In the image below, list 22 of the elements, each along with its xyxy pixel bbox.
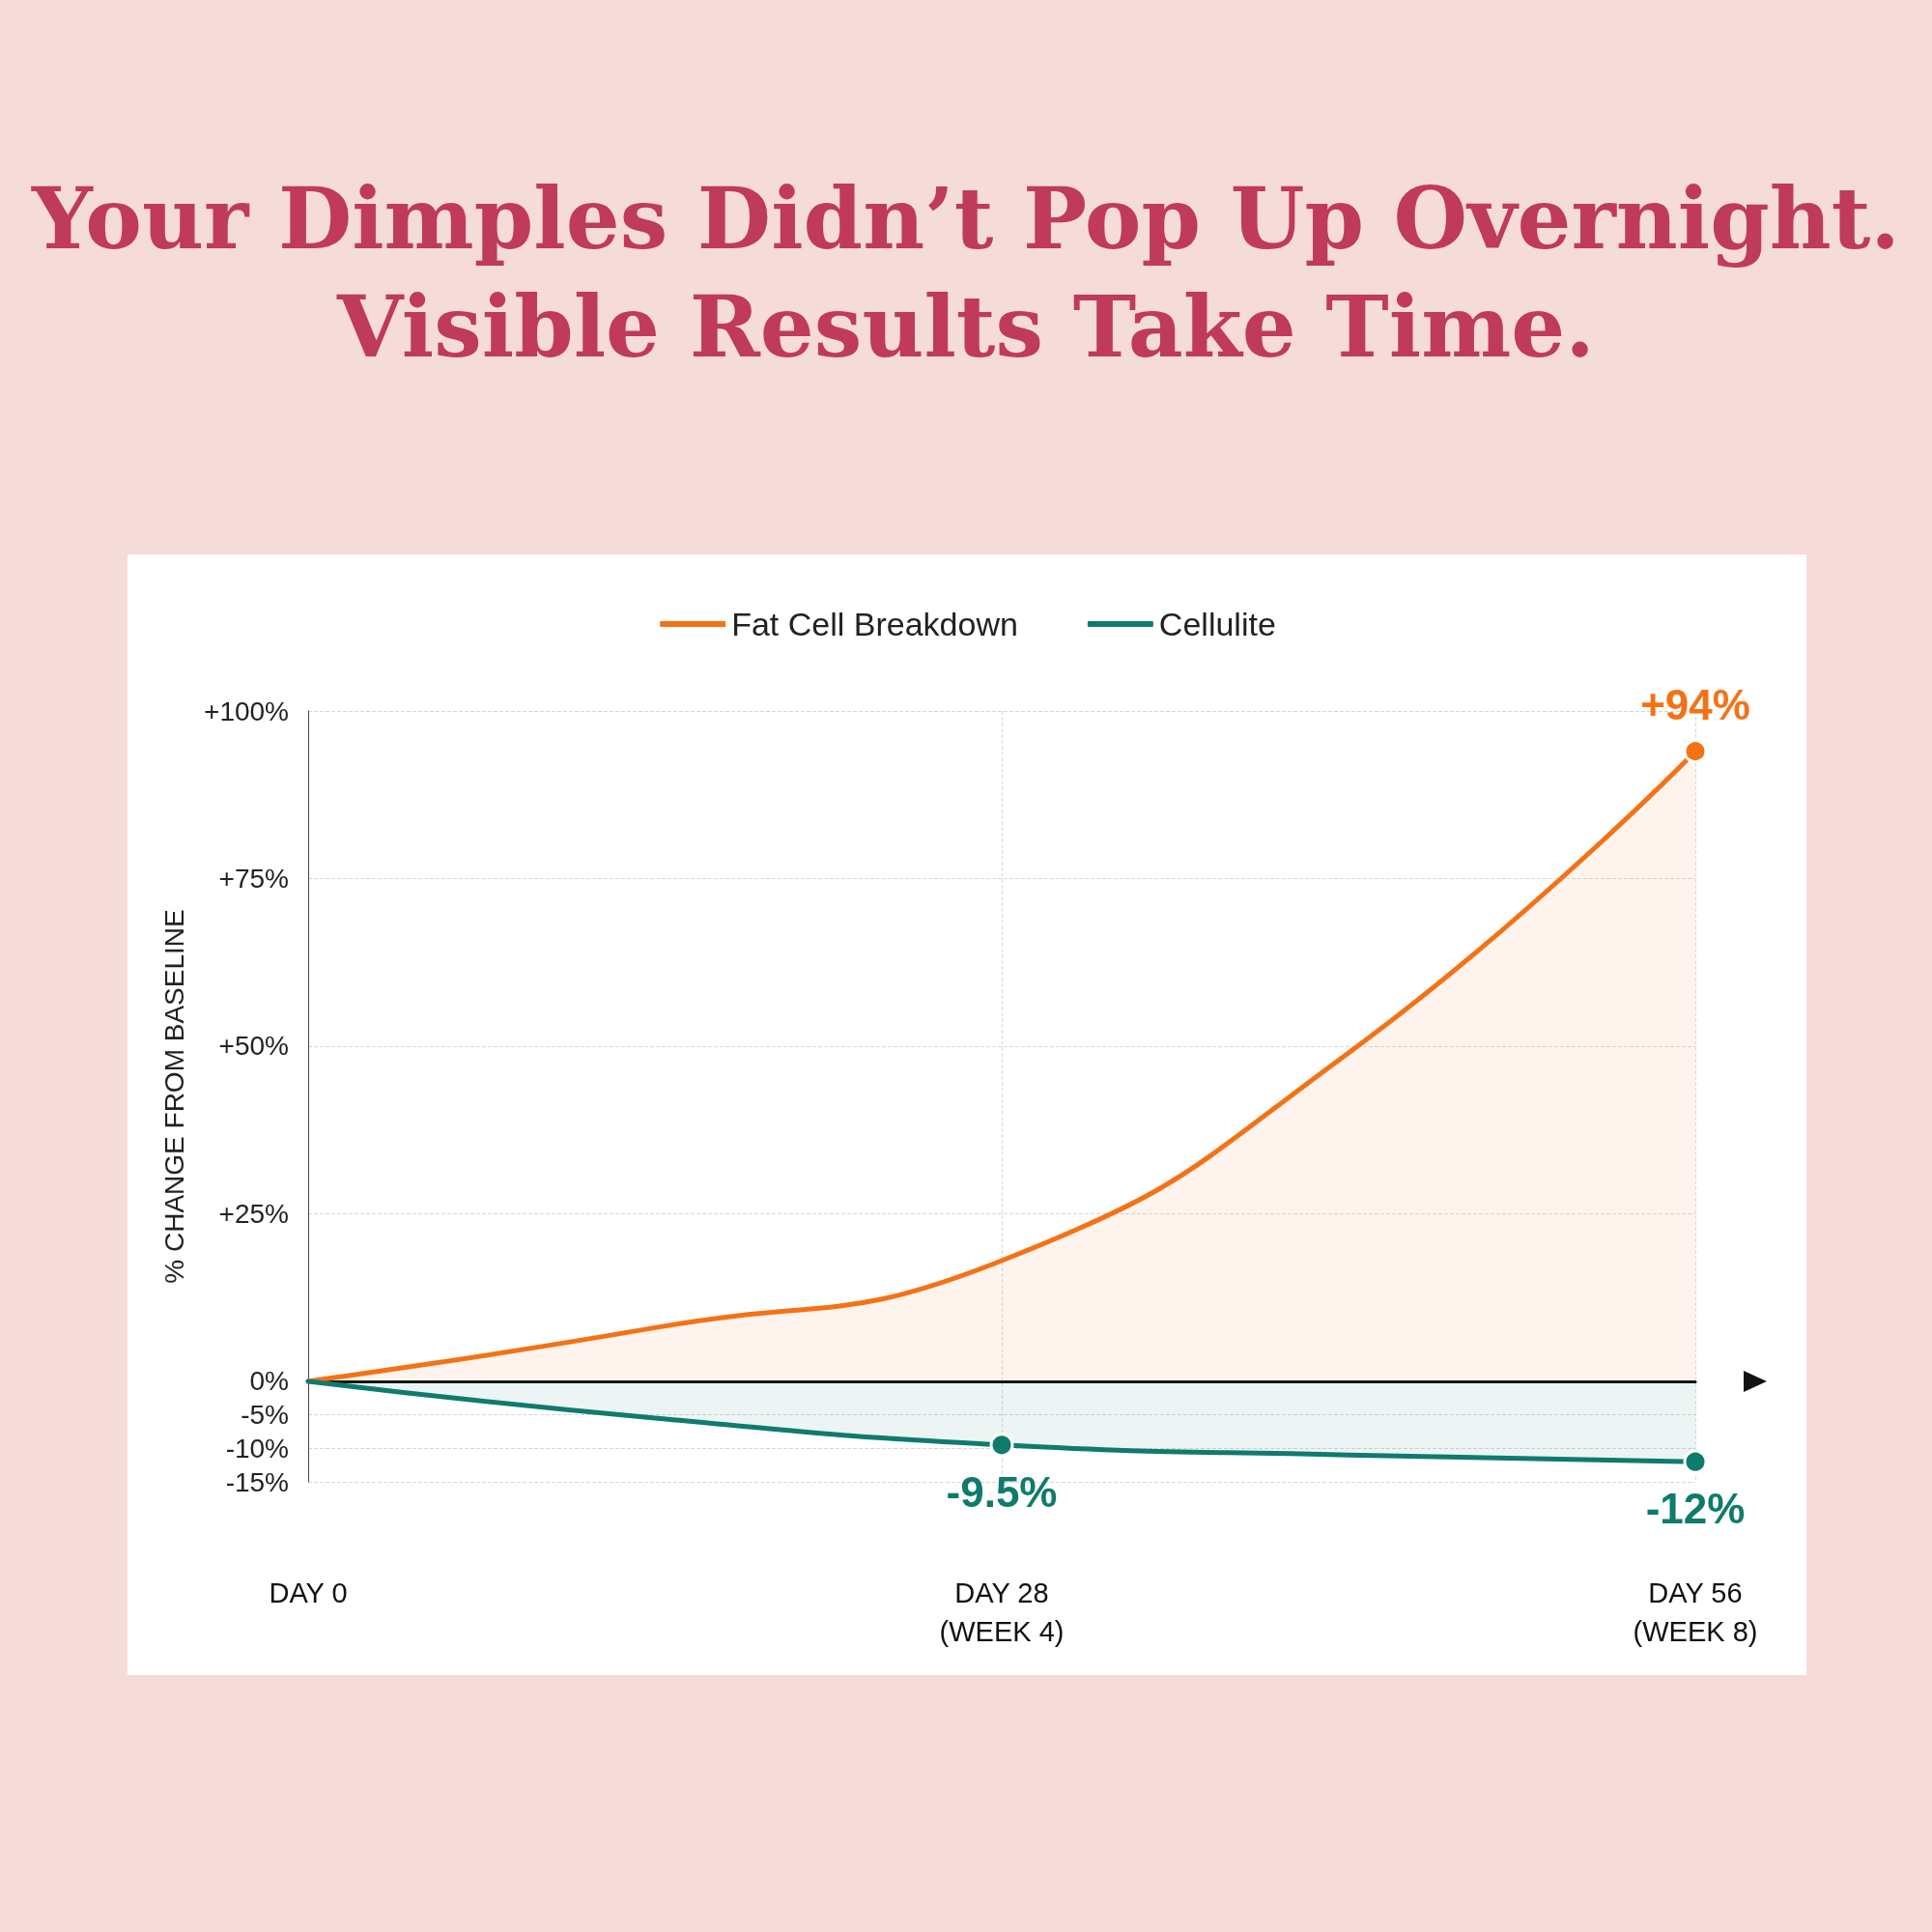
- chart-subtitle: Visible Results Take Time.: [335, 275, 1596, 379]
- y-tick-label: -5%: [241, 1400, 289, 1431]
- y-tick-label: 0%: [249, 1366, 289, 1397]
- y-tick-label: -10%: [225, 1433, 289, 1463]
- legend-label: Fat Cell Breakdown: [731, 606, 1018, 642]
- y-tick-label: +50%: [218, 1031, 289, 1062]
- data-label: -12%: [1645, 1485, 1746, 1533]
- data-label: +94%: [1640, 680, 1750, 728]
- point: [989, 1433, 1014, 1458]
- x-tick-label: DAY 28 (WEEK 4): [939, 1577, 1065, 1647]
- y-axis-title: % CHANGE FROM BASELINE: [158, 909, 189, 1284]
- y-tick-label: +25%: [218, 1198, 289, 1229]
- x-tick-label: DAY 56 (WEEK 8): [1633, 1577, 1758, 1647]
- point: [1683, 1449, 1708, 1474]
- legend-label: Cellulite: [1158, 606, 1276, 642]
- x-tick-label: DAY 0: [269, 1577, 348, 1608]
- y-tick-label: +100%: [204, 696, 289, 726]
- y-tick-label: +75%: [218, 863, 289, 894]
- point: [1683, 739, 1708, 764]
- data-label: -9.5%: [946, 1467, 1058, 1516]
- y-tick-label: -15%: [225, 1466, 289, 1497]
- chart-title: Your Dimples Didn’t Pop Up Overnight.: [30, 167, 1901, 270]
